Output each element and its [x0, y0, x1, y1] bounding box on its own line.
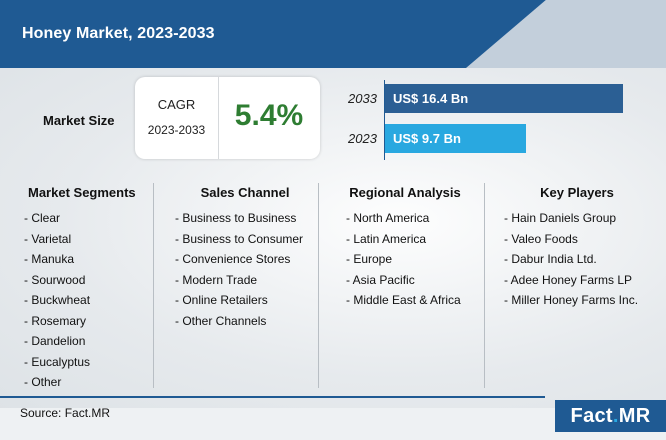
- list-item: - Business to Consumer: [175, 231, 304, 246]
- list-item: - Manuka: [24, 252, 75, 266]
- list-item: - Other: [24, 375, 62, 389]
- column-list: - Business to Business - Business to Cons…: [165, 208, 325, 331]
- cagr-label: CAGR: [157, 97, 196, 112]
- list-item: - Convenience Stores: [175, 252, 291, 266]
- bar-value-label: US$ 16.4 Bn: [393, 91, 469, 106]
- logo-text-main: Fact: [570, 405, 613, 427]
- market-size-label: Market Size: [43, 113, 115, 128]
- list-item: - Eucalyptus: [24, 354, 91, 369]
- column-sales-channel: Sales Channel - Business to Business - Bu…: [165, 185, 325, 331]
- cagr-period: 2023-2033: [147, 123, 206, 137]
- background-texture: [0, 68, 666, 408]
- list-item: - Dabur India Ltd.: [504, 252, 597, 266]
- bar-value-label: US$ 9.7 Bn: [393, 131, 461, 146]
- list-item: - Miller Honey Farms Inc.: [504, 293, 639, 307]
- column-title: Market Segments: [28, 185, 136, 200]
- list-item: - Business to Business: [175, 211, 297, 225]
- cagr-card: CAGR 2023-2033 5.4%: [135, 77, 320, 159]
- list-item: - Latin America: [346, 231, 427, 246]
- list-item: - Buckwheat: [24, 293, 91, 307]
- column-regional-analysis: Regional Analysis - North America - Latin…: [330, 185, 480, 311]
- column-divider: [484, 183, 485, 388]
- logo-text-tail: MR: [618, 405, 651, 427]
- page-title: Honey Market, 2023-2033: [22, 25, 215, 42]
- list-item: - Modern Trade: [175, 272, 258, 287]
- list-item: - North America: [346, 211, 430, 225]
- column-title: Regional Analysis: [349, 185, 461, 200]
- list-item: - Adee Honey Farms LP: [504, 272, 633, 287]
- column-list: - Hain Daniels Group - Valeo Foods - Dabur…: [492, 208, 662, 311]
- list-item: - Rosemary: [24, 313, 87, 328]
- footer-divider: [0, 396, 545, 398]
- bar-category-label: 2023: [348, 131, 377, 146]
- list-item: - Other Channels: [175, 313, 267, 328]
- column-list: - North America - Latin America - Europe - …: [330, 208, 480, 311]
- list-item: - Hain Daniels Group: [504, 211, 617, 225]
- bar-2023: [385, 124, 526, 153]
- bar-2033: [385, 84, 623, 113]
- column-title: Key Players: [540, 185, 614, 200]
- list-item: - Varietal: [24, 231, 72, 246]
- column-title: Sales Channel: [200, 185, 290, 200]
- column-market-segments: Market Segments - Clear - Varietal - Manuk…: [14, 185, 146, 393]
- list-item: - Asia Pacific: [346, 272, 415, 287]
- header-banner: Honey Market, 2023-2033: [0, 0, 666, 68]
- bar-chart-axis: [384, 80, 385, 160]
- list-item: - Online Retailers: [175, 293, 268, 307]
- list-item: - Middle East & Africa: [346, 293, 461, 307]
- list-item: - Valeo Foods: [504, 231, 578, 246]
- column-divider: [318, 183, 319, 388]
- logo-dot: .: [612, 405, 619, 427]
- cagr-divider: [218, 77, 219, 159]
- column-key-players: Key Players - Hain Daniels Group - Valeo …: [492, 185, 662, 311]
- list-item: - Sourwood: [24, 272, 86, 287]
- list-item: - Dandelion: [24, 334, 86, 348]
- list-item: - Europe: [346, 252, 393, 266]
- column-list: - Clear - Varietal - Manuka - Sourwood - Buc…: [14, 208, 146, 393]
- factmr-logo: Fact.MR: [555, 400, 666, 432]
- cagr-value: 5.4%: [234, 99, 304, 132]
- column-divider: [153, 183, 154, 388]
- bar-category-label: 2033: [348, 91, 377, 106]
- source-note: Source: Fact.MR: [20, 406, 111, 420]
- list-item: - Clear: [24, 211, 61, 225]
- header-wedge: [466, 0, 666, 68]
